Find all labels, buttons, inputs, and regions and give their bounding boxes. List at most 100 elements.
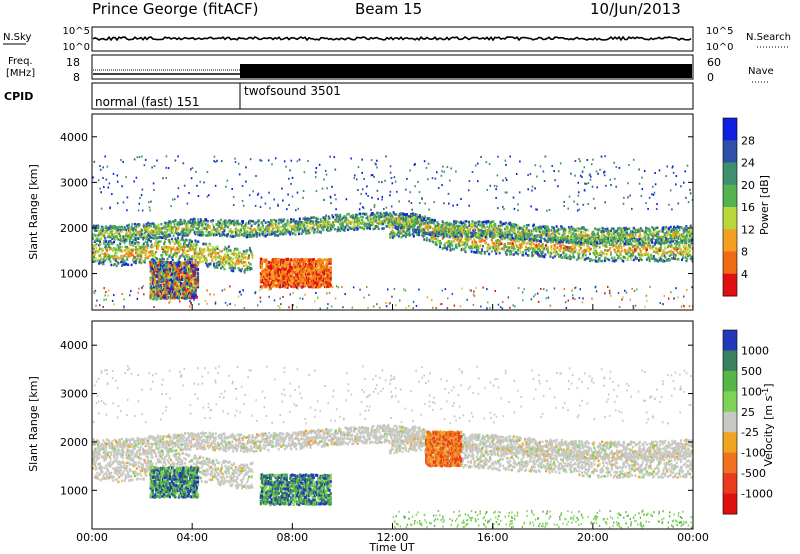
- power-cell: [470, 245, 473, 248]
- power-cell: [271, 258, 274, 262]
- power-cell: [283, 222, 286, 226]
- power-cell: [611, 240, 614, 244]
- power-cell: [418, 218, 420, 221]
- power-cell: [639, 255, 642, 259]
- power-cell: [673, 225, 676, 229]
- power-cell: [584, 250, 587, 254]
- power-cell: [684, 252, 687, 255]
- power-cell: [114, 237, 117, 240]
- power-cell: [170, 223, 172, 227]
- power-cell: [681, 226, 683, 230]
- power-cell: [593, 233, 596, 236]
- power-cell: [382, 220, 385, 223]
- power-cell: [548, 232, 551, 236]
- power-cell: [510, 250, 513, 253]
- power-cell: [645, 246, 648, 249]
- power-cell: [135, 241, 138, 244]
- power-cell: [166, 228, 169, 232]
- power-cell: [560, 256, 563, 259]
- power-cell: [145, 230, 148, 233]
- power-cell: [95, 243, 98, 246]
- power-cell: [178, 248, 181, 252]
- power-cell: [667, 250, 669, 254]
- power-cell: [361, 215, 364, 219]
- power-cell: [645, 233, 648, 236]
- power-cell: [479, 244, 482, 247]
- power-cell: [104, 259, 107, 262]
- power-cell: [527, 254, 530, 257]
- power-cell: [224, 256, 227, 260]
- power-cell: [461, 234, 463, 238]
- power-cell: [108, 248, 111, 251]
- power-cell: [211, 232, 214, 235]
- power-cell: [473, 231, 476, 234]
- power-cell: [181, 237, 184, 240]
- power-cell: [407, 222, 410, 226]
- power-cell: [327, 215, 330, 218]
- power-cell: [127, 237, 130, 240]
- power-cell: [111, 242, 114, 246]
- power-cell: [590, 232, 593, 236]
- power-cell: [537, 239, 540, 242]
- power-cell: [651, 241, 654, 244]
- power-cell: [282, 228, 285, 232]
- power-cell: [275, 234, 278, 237]
- power-cell: [264, 221, 267, 224]
- power-cell: [571, 248, 574, 252]
- power-cell: [392, 231, 395, 235]
- power-cell: [143, 261, 146, 264]
- power-cell: [556, 242, 559, 245]
- power-cell: [523, 242, 526, 245]
- power-cell: [553, 227, 555, 230]
- power-cell: [202, 219, 205, 223]
- power-cell: [483, 252, 486, 255]
- power-cell: [187, 244, 190, 247]
- power-cell: [645, 242, 647, 245]
- power-cell: [481, 234, 484, 237]
- power-cell: [184, 240, 186, 243]
- power-cell: [300, 220, 303, 224]
- power-cell: [397, 235, 400, 238]
- power-cell: [304, 218, 307, 221]
- power-cell: [182, 245, 185, 248]
- power-cell: [561, 243, 564, 247]
- power-cell: [229, 257, 232, 260]
- power-cell: [250, 251, 253, 255]
- power-cell: [125, 234, 128, 237]
- power-cell: [383, 221, 386, 225]
- power-cell: [638, 237, 641, 241]
- power-cell: [347, 228, 349, 231]
- power-cell: [570, 231, 573, 234]
- power-cell: [285, 230, 288, 233]
- power-cell: [359, 212, 362, 216]
- power-cell: [92, 251, 94, 254]
- power-cell: [624, 240, 627, 243]
- power-cell: [441, 237, 444, 240]
- power-cell: [684, 249, 687, 252]
- power-cell: [403, 226, 406, 230]
- power-cell: [102, 226, 105, 229]
- power-cell: [293, 228, 296, 232]
- power-cell: [667, 240, 669, 243]
- power-cell: [455, 246, 458, 249]
- power-cell: [500, 242, 503, 245]
- power-cell: [350, 220, 353, 224]
- power-cell: [564, 246, 567, 250]
- power-cell: [261, 222, 264, 225]
- nsky-left-tick-bottom: 10^0: [63, 42, 90, 53]
- power-cell: [172, 227, 175, 231]
- power-cell: [577, 254, 580, 257]
- power-cell: [271, 285, 274, 288]
- power-cell: [134, 222, 137, 226]
- power-cell: [271, 272, 274, 276]
- power-cell: [395, 220, 398, 224]
- power-cell: [198, 252, 201, 256]
- power-cell: [596, 260, 599, 263]
- power-cell: [438, 230, 441, 233]
- power-cell: [631, 239, 634, 243]
- power-cell: [113, 225, 116, 228]
- power-cell: [194, 251, 197, 255]
- power-cell: [601, 259, 604, 263]
- power-cell: [546, 225, 549, 229]
- power-cell: [610, 234, 613, 238]
